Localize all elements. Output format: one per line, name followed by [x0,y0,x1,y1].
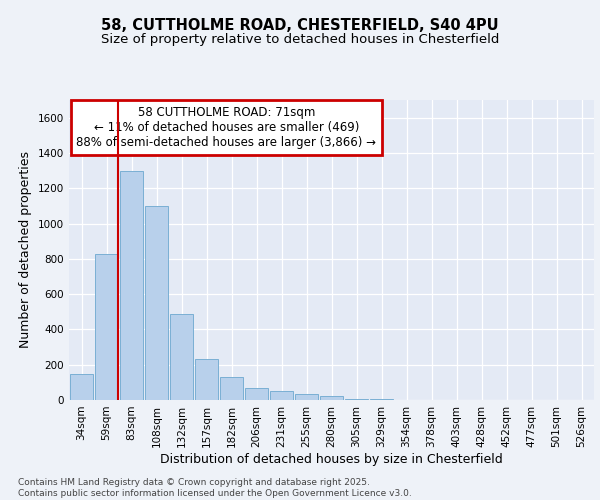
X-axis label: Distribution of detached houses by size in Chesterfield: Distribution of detached houses by size … [160,452,503,466]
Bar [145,206,168,400]
Bar [95,254,118,400]
Y-axis label: Number of detached properties: Number of detached properties [19,152,32,348]
Bar [270,391,293,400]
Bar [195,358,218,400]
Bar [245,388,268,400]
Bar [295,394,318,400]
Bar [220,377,243,400]
Text: 58, CUTTHOLME ROAD, CHESTERFIELD, S40 4PU: 58, CUTTHOLME ROAD, CHESTERFIELD, S40 4P… [101,18,499,32]
Text: Size of property relative to detached houses in Chesterfield: Size of property relative to detached ho… [101,32,499,46]
Text: Contains HM Land Registry data © Crown copyright and database right 2025.
Contai: Contains HM Land Registry data © Crown c… [18,478,412,498]
Bar [70,374,93,400]
Text: 58 CUTTHOLME ROAD: 71sqm
← 11% of detached houses are smaller (469)
88% of semi-: 58 CUTTHOLME ROAD: 71sqm ← 11% of detach… [77,106,377,149]
Bar [120,170,143,400]
Bar [370,399,393,400]
Bar [345,399,368,400]
Bar [170,314,193,400]
Bar [320,396,343,400]
